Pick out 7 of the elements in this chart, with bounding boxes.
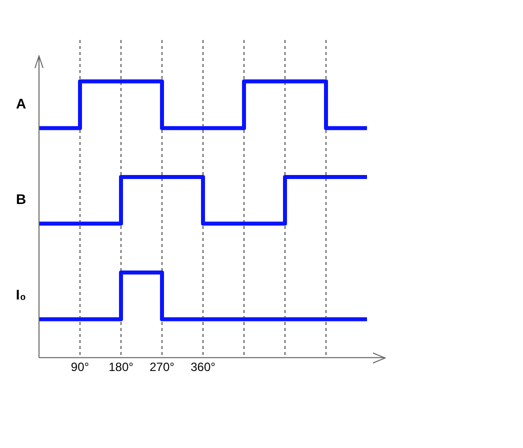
series-label: A <box>16 96 26 112</box>
x-tick-label: 90° <box>70 360 90 374</box>
x-tick-label: 180° <box>108 360 134 374</box>
x-tick-label: 360° <box>190 360 216 374</box>
x-tick-label: 270° <box>150 360 175 374</box>
series-label: B <box>16 191 26 208</box>
series-label: I₀ <box>16 286 26 303</box>
